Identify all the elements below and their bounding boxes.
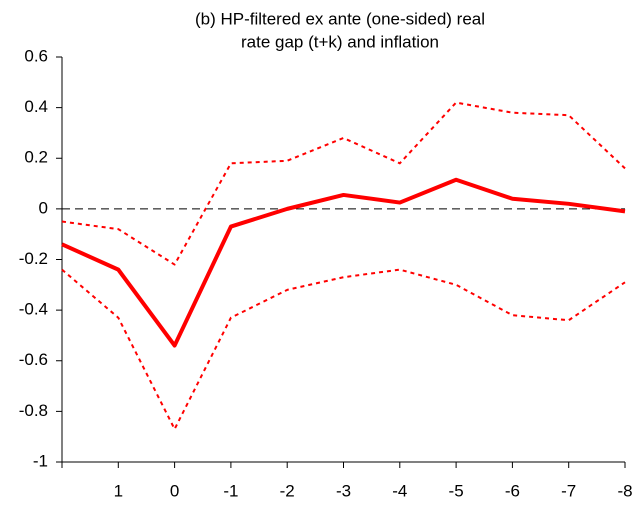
x-tick-label: -1 — [223, 481, 238, 500]
y-tick-label: -0.2 — [19, 249, 48, 268]
y-tick-label: 0.4 — [24, 97, 48, 116]
y-tick-label: -0.6 — [19, 350, 48, 369]
x-tick-label: -4 — [392, 481, 407, 500]
chart-title: (b) HP-filtered ex ante (one-sided) real — [195, 9, 485, 28]
series-line — [61, 177, 626, 348]
x-tick-label: -3 — [336, 481, 351, 500]
series-line — [61, 101, 626, 266]
y-tick-label: -1 — [33, 451, 48, 470]
y-tick-label: -0.4 — [19, 300, 48, 319]
chart-title: rate gap (t+k) and inflation — [241, 32, 439, 51]
y-tick-label: -0.8 — [19, 401, 48, 420]
x-tick-label: -5 — [449, 481, 464, 500]
y-tick-label: 0 — [39, 198, 48, 217]
x-tick-label: -2 — [280, 481, 295, 500]
x-tick-label: -6 — [505, 481, 520, 500]
series-line — [61, 268, 626, 431]
x-tick-label: 0 — [170, 481, 179, 500]
x-tick-label: -8 — [617, 481, 632, 500]
y-tick-label: 0.6 — [24, 46, 48, 65]
x-tick-label: -7 — [561, 481, 576, 500]
y-tick-label: 0.2 — [24, 148, 48, 167]
x-tick-label: 1 — [114, 481, 123, 500]
